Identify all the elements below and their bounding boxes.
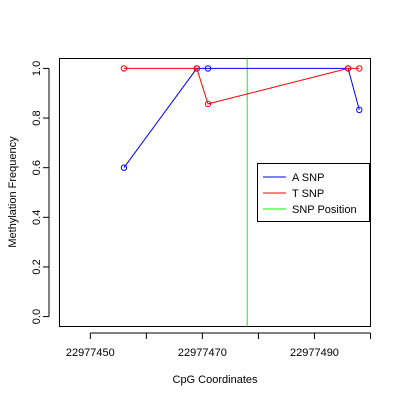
series-line-t-snp xyxy=(123,67,360,105)
y-tick-label: 0.0 xyxy=(31,309,43,324)
plot-frame xyxy=(59,58,371,327)
x-tick-label: 22977450 xyxy=(66,347,115,359)
x-tick-label: 22977490 xyxy=(290,347,339,359)
y-tick-label: 0.8 xyxy=(31,110,43,125)
data-point-a-snp xyxy=(120,164,128,171)
y-axis: 0.0 0.2 0.4 0.6 0.8 1.0 xyxy=(31,61,50,324)
data-point-t-snp xyxy=(204,100,212,108)
data-point-t-snp xyxy=(344,65,352,72)
legend: A SNP T SNP SNP Position xyxy=(257,163,370,222)
data-point-t-snp xyxy=(120,65,128,72)
y-tick-label: 0.4 xyxy=(31,210,43,225)
x-axis-label: CpG Coordinates xyxy=(173,374,258,386)
legend-label-a-snp: A SNP xyxy=(292,172,324,184)
series-group xyxy=(120,65,363,171)
data-point-a-snp xyxy=(356,106,363,114)
y-tick-label: 1.0 xyxy=(31,61,43,76)
legend-label-t-snp: T SNP xyxy=(292,188,324,200)
data-point-a-snp xyxy=(204,65,212,72)
y-axis-label: Methylation Frequency xyxy=(7,136,19,248)
series-line-a-snp xyxy=(123,67,360,168)
legend-label-snp-position: SNP Position xyxy=(292,204,357,216)
x-tick-label: 22977470 xyxy=(178,347,227,359)
x-axis: 22977450 22977470 22977490 xyxy=(66,332,371,359)
y-tick-label: 0.2 xyxy=(31,259,43,274)
y-tick-label: 0.6 xyxy=(31,160,43,175)
data-point-t-snp xyxy=(356,65,363,72)
data-point-t-snp xyxy=(193,65,200,72)
